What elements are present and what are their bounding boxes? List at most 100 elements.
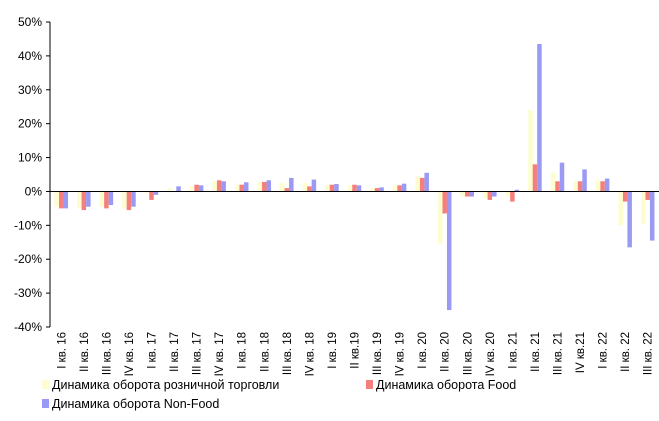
x-tick-label: III кв. 17 bbox=[192, 332, 204, 375]
y-tick-label: 0% bbox=[25, 184, 43, 198]
x-tick-label: IV кв. 16 bbox=[124, 332, 136, 376]
bar-series-2 bbox=[419, 177, 425, 192]
bar-series-2 bbox=[239, 184, 244, 192]
bar-series-3 bbox=[469, 191, 475, 197]
bar-series-3 bbox=[492, 191, 497, 197]
bar-series-2 bbox=[284, 188, 290, 192]
bar-series-2 bbox=[442, 191, 447, 214]
x-tick-label: I кв. 17 bbox=[147, 332, 159, 369]
y-tick-label: -10% bbox=[14, 218, 42, 232]
bar-series-2 bbox=[487, 191, 493, 200]
x-tick-label: III кв. 18 bbox=[282, 332, 294, 375]
bar-series-2 bbox=[352, 184, 357, 192]
bar-series-2 bbox=[622, 191, 628, 202]
bar-series-1 bbox=[437, 191, 443, 244]
bar-series-2 bbox=[645, 191, 650, 200]
bar-series-2 bbox=[216, 180, 222, 192]
bar-series-1 bbox=[167, 188, 172, 192]
x-tick-label: IV кв. 18 bbox=[304, 332, 316, 376]
bar-series-3 bbox=[649, 191, 655, 241]
bar-series-3 bbox=[627, 191, 632, 248]
bar-series-2 bbox=[532, 164, 538, 192]
y-axis: 50% 40% 30% 20% 10% 0% -10% -20% -30% -40% bbox=[14, 15, 51, 334]
bar-series-3 bbox=[63, 191, 69, 209]
bar-series-3 bbox=[537, 44, 542, 192]
x-tick-label: III кв. 20 bbox=[462, 332, 474, 375]
bar-series-2 bbox=[262, 181, 267, 192]
bar-series-1 bbox=[618, 191, 623, 226]
bar-series-3 bbox=[221, 181, 226, 192]
bar-series-2 bbox=[465, 191, 470, 197]
y-tick-label: 30% bbox=[18, 83, 42, 97]
x-tick-label: I кв. 20 bbox=[417, 332, 429, 369]
bar-series-1 bbox=[234, 184, 240, 192]
bar-series-1 bbox=[54, 191, 60, 207]
bar-series-3 bbox=[153, 191, 159, 195]
x-tick-label: III кв. 22 bbox=[643, 332, 655, 375]
x-tick-label: I кв. 16 bbox=[56, 332, 68, 369]
bar-series-1 bbox=[573, 181, 578, 192]
y-tick-label: 40% bbox=[18, 49, 42, 63]
x-tick-label: III кв. 19 bbox=[372, 332, 384, 375]
bar-series-3 bbox=[334, 183, 339, 192]
bar-series-3 bbox=[446, 191, 452, 311]
bar-series-3 bbox=[559, 162, 565, 192]
x-tick-label: III кв. 16 bbox=[101, 332, 113, 375]
bar-series-2 bbox=[374, 188, 380, 192]
bar-series-3 bbox=[243, 182, 249, 192]
bar-series-1 bbox=[257, 181, 263, 192]
legend-swatch bbox=[42, 380, 49, 389]
bar-series-3 bbox=[266, 180, 272, 192]
bar-series-2 bbox=[555, 181, 560, 192]
y-tick-label: 10% bbox=[18, 151, 42, 165]
legend: Динамика оборота розничной торговли Динам… bbox=[42, 378, 516, 411]
bar-series-1 bbox=[189, 186, 195, 192]
x-tick-label: II кв. 16 bbox=[79, 332, 91, 372]
bar-series-2 bbox=[126, 191, 132, 211]
y-tick-label: -20% bbox=[14, 252, 42, 266]
bar-series-1 bbox=[483, 191, 488, 199]
x-tick-label: I кв. 18 bbox=[237, 332, 249, 369]
bar-series-1 bbox=[640, 191, 646, 224]
x-tick-label: II кв. 22 bbox=[620, 332, 632, 372]
bar-series-1 bbox=[550, 172, 556, 192]
bar-series-3 bbox=[289, 177, 294, 192]
bar-series-3 bbox=[108, 191, 114, 205]
x-tick-label: IV кв.21 bbox=[575, 332, 587, 373]
bar-series-1 bbox=[528, 110, 533, 192]
bars bbox=[54, 44, 655, 311]
bar-series-2 bbox=[307, 186, 312, 192]
y-tick-label: -30% bbox=[14, 286, 42, 300]
x-tick-label: I кв. 21 bbox=[507, 332, 519, 369]
x-tick-label: IV кв. 19 bbox=[395, 332, 407, 376]
bar-series-1 bbox=[460, 191, 466, 197]
bar-series-1 bbox=[415, 176, 420, 192]
bar-series-3 bbox=[86, 191, 91, 207]
bar-series-2 bbox=[577, 181, 583, 192]
bar-series-1 bbox=[370, 188, 375, 192]
bar-series-2 bbox=[104, 191, 109, 209]
bar-series-2 bbox=[59, 191, 64, 209]
bar-series-3 bbox=[582, 169, 587, 192]
bar-series-3 bbox=[131, 191, 136, 207]
bar-series-1 bbox=[77, 191, 82, 208]
bar-series-1 bbox=[212, 181, 217, 192]
legend-swatch bbox=[366, 380, 373, 389]
x-tick-label: IV кв. 20 bbox=[485, 332, 497, 376]
bar-series-1 bbox=[280, 182, 285, 192]
y-tick-label: 50% bbox=[18, 15, 42, 29]
bar-series-2 bbox=[510, 191, 515, 202]
bar-series-3 bbox=[424, 172, 429, 192]
bar-series-3 bbox=[176, 186, 181, 192]
legend-swatch bbox=[42, 399, 49, 408]
bar-series-2 bbox=[81, 191, 87, 211]
x-tick-label: I кв. 22 bbox=[598, 332, 610, 369]
bar-series-2 bbox=[329, 184, 335, 192]
bar-series-1 bbox=[122, 191, 127, 209]
bar-series-1 bbox=[595, 180, 601, 192]
bar-series-3 bbox=[198, 185, 204, 192]
x-tick-label: II кв. 21 bbox=[530, 332, 542, 372]
bar-series-3 bbox=[356, 185, 362, 192]
bar-series-1 bbox=[99, 191, 105, 207]
